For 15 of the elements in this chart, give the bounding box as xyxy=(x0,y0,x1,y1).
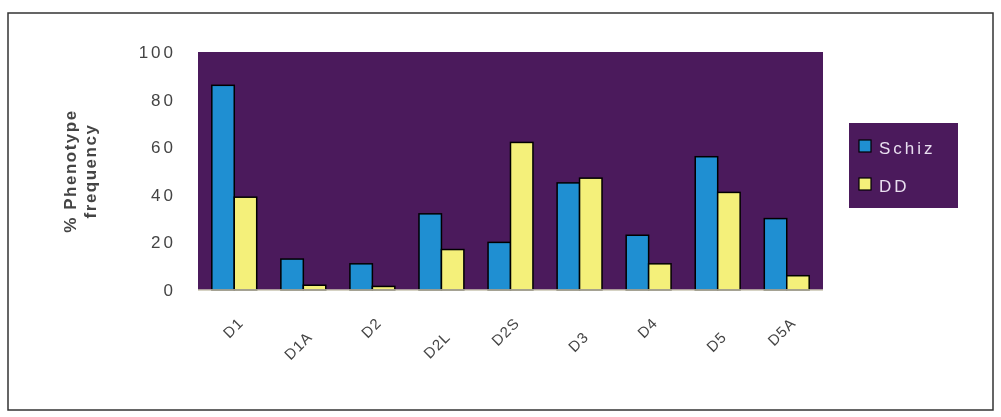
y-tick-label: 60 xyxy=(151,138,176,158)
x-tick-label: D3 xyxy=(564,328,592,356)
y-tick-label: 100 xyxy=(138,42,176,62)
legend-label: DD xyxy=(879,177,910,197)
y-axis-title: % Phenotype frequency xyxy=(61,109,100,233)
y-tick-label: 80 xyxy=(151,90,176,110)
x-tick-label: D5 xyxy=(702,328,730,356)
y-tick-label: 20 xyxy=(151,233,176,253)
x-tick-label: D1 xyxy=(219,314,247,342)
x-tick-label: D2 xyxy=(357,314,385,342)
y-tick-label: 0 xyxy=(163,280,176,300)
x-tick-label: D2L xyxy=(419,328,454,362)
y-tick-label: 40 xyxy=(151,185,176,205)
legend-label: Schiz xyxy=(879,139,936,159)
x-tick-label: D4 xyxy=(633,314,661,342)
